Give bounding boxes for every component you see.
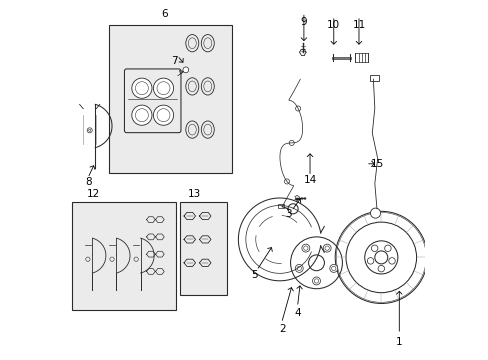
Bar [109,25,231,173]
Bar [277,204,283,208]
Circle shape [132,105,152,125]
Circle shape [132,78,152,98]
Circle shape [153,105,173,125]
Text: 5: 5 [251,270,257,280]
Circle shape [329,265,337,273]
Circle shape [157,82,170,95]
Text: 12: 12 [86,189,100,199]
Circle shape [295,265,303,273]
Circle shape [135,109,148,122]
Circle shape [287,204,298,214]
Circle shape [135,82,148,95]
Bar [179,202,226,295]
Text: 3: 3 [285,209,291,219]
Circle shape [370,208,380,218]
Text: 13: 13 [188,189,201,199]
Text: 8: 8 [85,177,92,187]
Text: 1: 1 [395,337,402,347]
Circle shape [288,140,294,145]
Text: 6: 6 [161,9,167,19]
Text: 7: 7 [171,56,177,66]
Text: 11: 11 [352,20,365,30]
Text: 14: 14 [303,175,316,185]
Circle shape [153,78,173,98]
Text: 2: 2 [279,324,285,334]
Text: 10: 10 [326,20,340,30]
Circle shape [284,179,289,184]
Circle shape [312,277,320,285]
Circle shape [157,109,170,122]
Text: 4: 4 [294,308,301,318]
Circle shape [295,106,300,111]
Circle shape [301,244,309,252]
Text: 15: 15 [370,159,384,169]
Text: 9: 9 [300,17,306,27]
Circle shape [323,244,330,252]
Circle shape [183,67,188,73]
Bar [369,75,378,81]
Bar [72,202,176,310]
